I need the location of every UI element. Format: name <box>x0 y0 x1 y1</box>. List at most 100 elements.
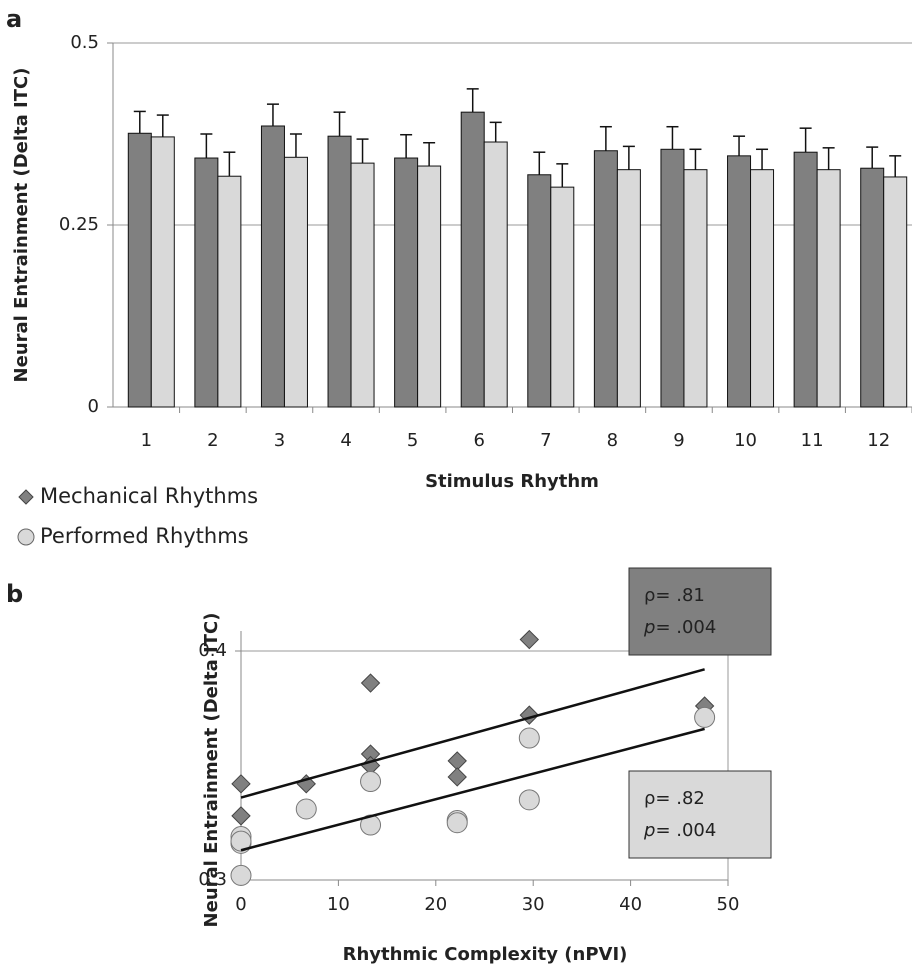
legend-label: Performed Rhythms <box>40 524 249 548</box>
annotation-text: ρ= .81 <box>644 585 705 606</box>
annotation-box <box>628 567 772 656</box>
panel-label: b <box>6 580 23 608</box>
bar <box>460 111 485 408</box>
panel-label: a <box>6 5 22 33</box>
x-tick-label: 2 <box>207 430 218 451</box>
annotation-value: = .004 <box>655 617 716 638</box>
error-bar <box>533 151 546 175</box>
y-axis-title: Neural Entrainment (Delta ITC) <box>201 613 222 928</box>
x-tick-label: 11 <box>801 430 824 451</box>
error-bar <box>489 121 502 143</box>
annotation-value: = .004 <box>655 820 716 841</box>
bar <box>217 175 242 408</box>
error-bar <box>156 114 169 137</box>
bar <box>883 176 908 408</box>
point <box>447 751 467 771</box>
x-tick-label: 12 <box>867 430 890 451</box>
x-tick-label: 30 <box>522 894 545 915</box>
bar <box>260 125 285 408</box>
point <box>360 673 381 693</box>
bar <box>616 169 641 408</box>
point <box>231 806 251 826</box>
error-bar <box>266 103 279 126</box>
x-tick-label: 10 <box>734 430 757 451</box>
legend-marker <box>17 528 35 546</box>
bar <box>750 169 775 408</box>
error-bar <box>622 145 635 170</box>
x-tick-label: 4 <box>340 430 351 451</box>
point <box>518 727 540 749</box>
x-tick-label: 20 <box>424 894 447 915</box>
bar <box>327 135 352 408</box>
annotation-italic: p <box>643 617 655 638</box>
x-tick-label: 0 <box>235 894 246 915</box>
error-bar <box>556 163 569 188</box>
error-bar <box>356 138 369 164</box>
y-tick-label: 0.4 <box>198 640 227 661</box>
point <box>447 767 467 787</box>
point <box>519 629 540 650</box>
bar <box>683 169 708 408</box>
x-axis-title: Rhythmic Complexity (nPVI) <box>343 944 628 965</box>
error-bar <box>466 88 479 113</box>
error-bar <box>866 146 879 169</box>
y-tick-label: 0.5 <box>70 32 99 53</box>
bar <box>150 136 175 408</box>
x-tick-label: 40 <box>619 894 642 915</box>
annotation-box <box>628 770 772 859</box>
bar <box>660 148 685 408</box>
point <box>230 864 252 886</box>
point <box>446 812 468 834</box>
x-tick-label: 10 <box>327 894 350 915</box>
error-bar <box>599 125 612 151</box>
error-bar <box>666 125 679 150</box>
error-bar <box>889 155 902 177</box>
bar <box>550 186 575 408</box>
bar <box>527 174 552 408</box>
point <box>295 798 317 820</box>
x-tick-label: 5 <box>407 430 418 451</box>
bar <box>593 150 618 408</box>
bar <box>793 151 818 408</box>
fit-line <box>240 668 705 799</box>
x-tick-label: 6 <box>473 430 484 451</box>
error-bar <box>400 133 413 159</box>
bar <box>194 157 219 408</box>
error-bar <box>133 110 146 134</box>
x-tick-label: 8 <box>607 430 618 451</box>
point <box>231 774 251 794</box>
x-tick-label: 7 <box>540 430 551 451</box>
bar <box>350 162 375 408</box>
error-bar <box>289 133 302 158</box>
error-bar <box>423 141 436 167</box>
legend-marker <box>18 489 34 505</box>
y-axis-title: Neural Entrainment (Delta ITC) <box>11 68 32 383</box>
point <box>518 789 540 811</box>
annotation-text: ρ= .82 <box>644 788 705 809</box>
error-bar <box>333 111 346 137</box>
annotation-text: p= .004 <box>643 820 716 841</box>
bar <box>860 167 885 408</box>
x-tick-label: 3 <box>274 430 285 451</box>
error-bar <box>200 133 213 159</box>
error-bar <box>756 148 769 170</box>
bar <box>394 157 419 408</box>
error-bar <box>223 151 236 177</box>
point <box>360 771 382 793</box>
y-tick-label: 0.3 <box>198 869 227 890</box>
y-tick-label: 0.25 <box>59 214 99 235</box>
bar <box>283 156 308 408</box>
bar <box>483 141 508 408</box>
error-bar <box>799 127 812 153</box>
error-bar <box>822 147 835 170</box>
annotation-text: p= .004 <box>643 617 716 638</box>
bar <box>417 165 442 408</box>
bar <box>127 132 152 408</box>
legend-label: Mechanical Rhythms <box>40 484 258 508</box>
x-tick-label: 9 <box>673 430 684 451</box>
x-tick-label: 1 <box>141 430 152 451</box>
fit-line <box>240 727 705 852</box>
point <box>694 706 716 728</box>
error-bar <box>733 135 746 156</box>
